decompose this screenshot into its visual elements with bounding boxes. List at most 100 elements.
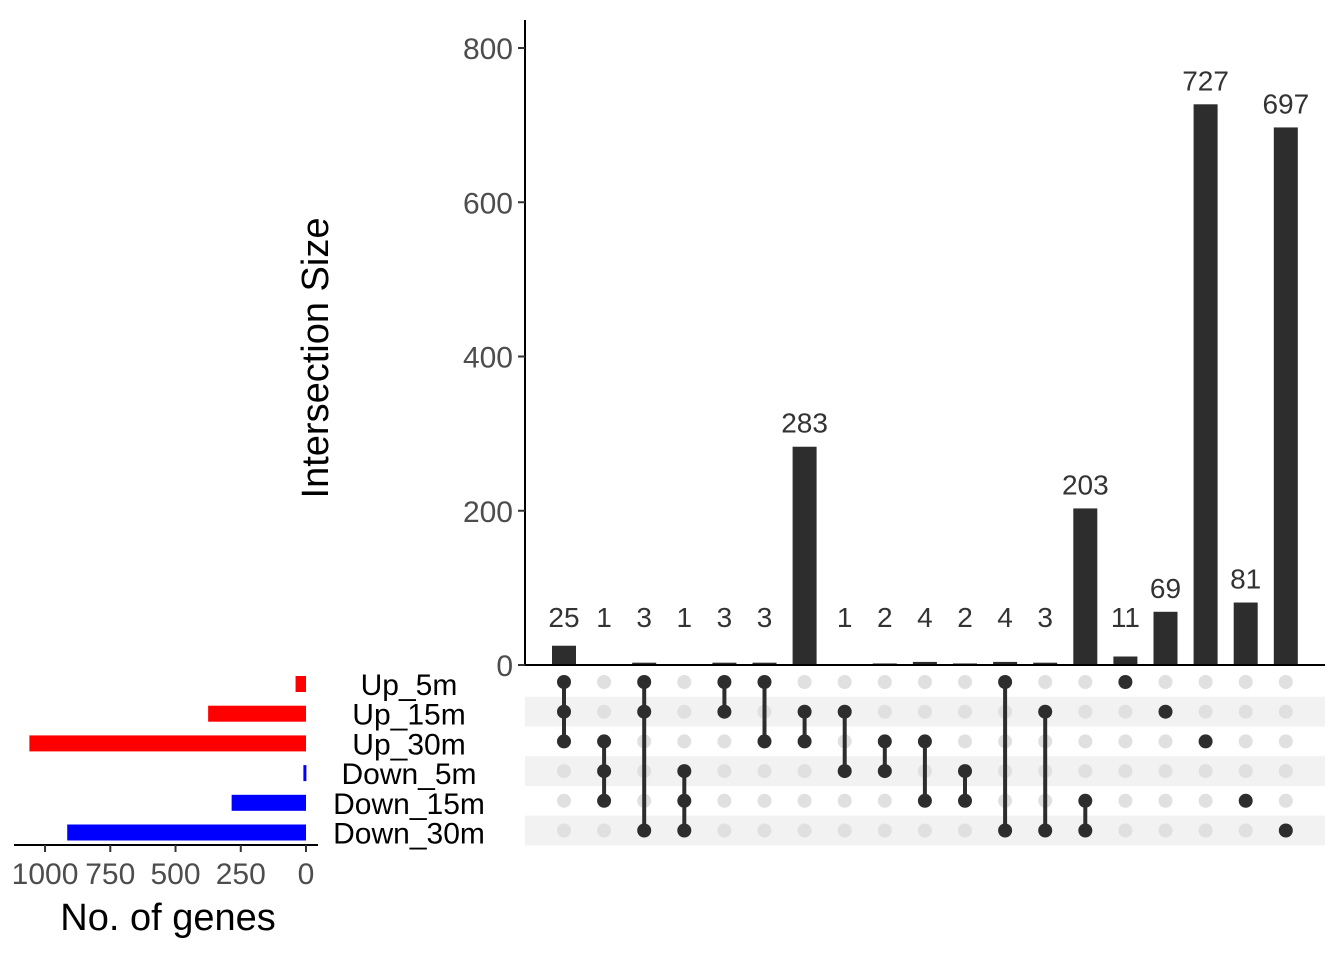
matrix-dot-inactive-19-down-15m (1278, 793, 1293, 808)
intersection-bar-label-18: 81 (1230, 564, 1261, 595)
matrix-dot-inactive-19-up-5m (1278, 675, 1293, 689)
matrix-dot-inactive-18-up-5m (1238, 675, 1253, 689)
matrix-dot-active-18-down-15m (1238, 793, 1253, 808)
matrix-dot-active-16-up-15m (1158, 704, 1173, 719)
intersection-bar-label-19: 697 (1262, 88, 1309, 119)
intersection-bar-5 (712, 662, 737, 665)
matrix-dot-inactive-8-down-15m (837, 793, 852, 808)
intersection-bar-label-16: 69 (1150, 573, 1181, 604)
intersection-bar-label-11: 2 (957, 602, 973, 633)
set-size-axis: 1000 750 500 250 0 (12, 844, 318, 891)
intersection-bar-label-10: 4 (917, 602, 933, 633)
matrix-dot-inactive-7-down-30m (797, 823, 812, 838)
matrix-dot-active-15-up-5m (1118, 675, 1133, 689)
matrix-dot-inactive-10-up-5m (917, 675, 932, 689)
matrix-dot-inactive-5-up-30m (717, 734, 732, 749)
intersection-bar-label-14: 203 (1062, 469, 1109, 500)
intersection-bar-label-13: 3 (1037, 602, 1053, 633)
intersection-bar-10 (912, 661, 937, 665)
set-size-bars (29, 676, 307, 841)
intersection-bar-15 (1113, 656, 1138, 665)
intersection-bar-16 (1153, 611, 1178, 665)
set-label-down-30m: Down_30m (333, 818, 485, 851)
matrix-dot-inactive-5-down-5m (717, 764, 732, 779)
matrix-dot-inactive-4-up-15m (677, 704, 692, 719)
set-bar-down-15m (231, 794, 306, 811)
matrix-dot-inactive-16-up-5m (1158, 675, 1173, 689)
matrix-dot-inactive-16-down-30m (1158, 823, 1173, 838)
set-bar-down-30m (67, 824, 306, 841)
matrix-dot-inactive-19-down-5m (1278, 764, 1293, 779)
matrix-dot-inactive-14-up-15m (1078, 704, 1093, 719)
intersection-bar-label-5: 3 (717, 602, 733, 633)
matrix-dot-inactive-6-down-5m (757, 764, 772, 779)
matrix-dot-inactive-15-down-5m (1118, 764, 1133, 779)
matrix-dot-inactive-9-up-15m (877, 704, 892, 719)
set-bar-up-5m (295, 676, 306, 692)
set-bar-down-5m (303, 765, 307, 782)
matrix-dot-inactive-18-down-30m (1238, 823, 1253, 838)
matrix-dot-inactive-19-up-15m (1278, 704, 1293, 719)
matrix-dot-inactive-11-down-30m (958, 823, 972, 838)
matrix-dot-inactive-6-down-30m (757, 823, 772, 838)
intersection-bar-18 (1233, 602, 1258, 665)
intersection-bar-label-7: 283 (781, 408, 828, 439)
matrix-dot-inactive-1-down-5m (557, 764, 571, 779)
matrix-dot-inactive-17-down-15m (1198, 793, 1213, 808)
intersection-bar-label-1: 25 (548, 602, 579, 633)
intersection-bar-label-2: 1 (596, 602, 612, 633)
set-axis-tick-label-750: 750 (85, 858, 135, 891)
set-label-up-5m: Up_5m (361, 669, 458, 702)
matrix-dot-inactive-13-up-5m (1038, 675, 1053, 689)
matrix-dot-inactive-14-down-5m (1078, 764, 1093, 779)
matrix-dot-inactive-14-up-30m (1078, 734, 1093, 749)
matrix-dot-inactive-11-up-5m (958, 675, 972, 689)
set-axis-tick-label-500: 500 (150, 858, 200, 891)
matrix-dot-inactive-4-up-5m (677, 675, 692, 689)
intersection-matrix (557, 675, 1293, 838)
matrix-dot-inactive-15-up-30m (1118, 734, 1133, 749)
y-tick-label-400: 400 (463, 342, 513, 375)
y-tick-label-800: 800 (463, 33, 513, 66)
matrix-dot-inactive-9-down-30m (877, 823, 892, 838)
intersection-bar-label-6: 3 (757, 602, 773, 633)
intersection-bar-7 (792, 446, 817, 665)
matrix-dot-inactive-1-down-30m (557, 823, 571, 838)
intersection-bar-3 (632, 662, 657, 665)
matrix-dot-inactive-19-up-30m (1278, 734, 1293, 749)
matrix-dot-inactive-15-down-30m (1118, 823, 1133, 838)
matrix-dot-inactive-16-up-30m (1158, 734, 1173, 749)
set-axis-tick-label-250: 250 (216, 858, 266, 891)
y-tick-label-200: 200 (463, 496, 513, 529)
intersection-bar-14 (1073, 508, 1098, 665)
matrix-dot-inactive-4-up-30m (677, 734, 692, 749)
set-label-down-15m: Down_15m (333, 788, 485, 821)
intersection-bar-12 (993, 661, 1018, 665)
matrix-dot-inactive-18-up-30m (1238, 734, 1253, 749)
matrix-dot-inactive-9-down-15m (877, 793, 892, 808)
matrix-dot-inactive-18-down-5m (1238, 764, 1253, 779)
matrix-dot-inactive-10-down-30m (917, 823, 932, 838)
intersection-bar-17 (1193, 104, 1218, 665)
intersection-bar-label-4: 1 (677, 602, 693, 633)
matrix-dot-inactive-17-down-30m (1198, 823, 1213, 838)
set-label-up-15m: Up_15m (352, 699, 465, 732)
set-label-up-30m: Up_30m (352, 728, 465, 761)
matrix-dot-inactive-7-down-5m (797, 764, 812, 779)
matrix-dot-inactive-9-up-5m (877, 675, 892, 689)
matrix-dot-inactive-15-down-15m (1118, 793, 1133, 808)
matrix-dot-inactive-1-down-15m (557, 793, 571, 808)
intersection-bars (552, 104, 1298, 666)
matrix-dot-inactive-5-down-30m (717, 823, 732, 838)
matrix-dot-inactive-17-up-15m (1198, 704, 1213, 719)
set-size-axis-title: No. of genes (60, 897, 275, 939)
matrix-dot-inactive-8-up-5m (837, 675, 852, 689)
matrix-dot-inactive-5-down-15m (717, 793, 732, 808)
matrix-dot-active-17-up-30m (1198, 734, 1213, 749)
matrix-dot-inactive-8-down-30m (837, 823, 852, 838)
y-axis: 0 200 400 600 800 (463, 20, 1325, 683)
intersection-bar-label-15: 11 (1111, 602, 1140, 633)
matrix-dot-active-19-down-30m (1278, 823, 1293, 838)
